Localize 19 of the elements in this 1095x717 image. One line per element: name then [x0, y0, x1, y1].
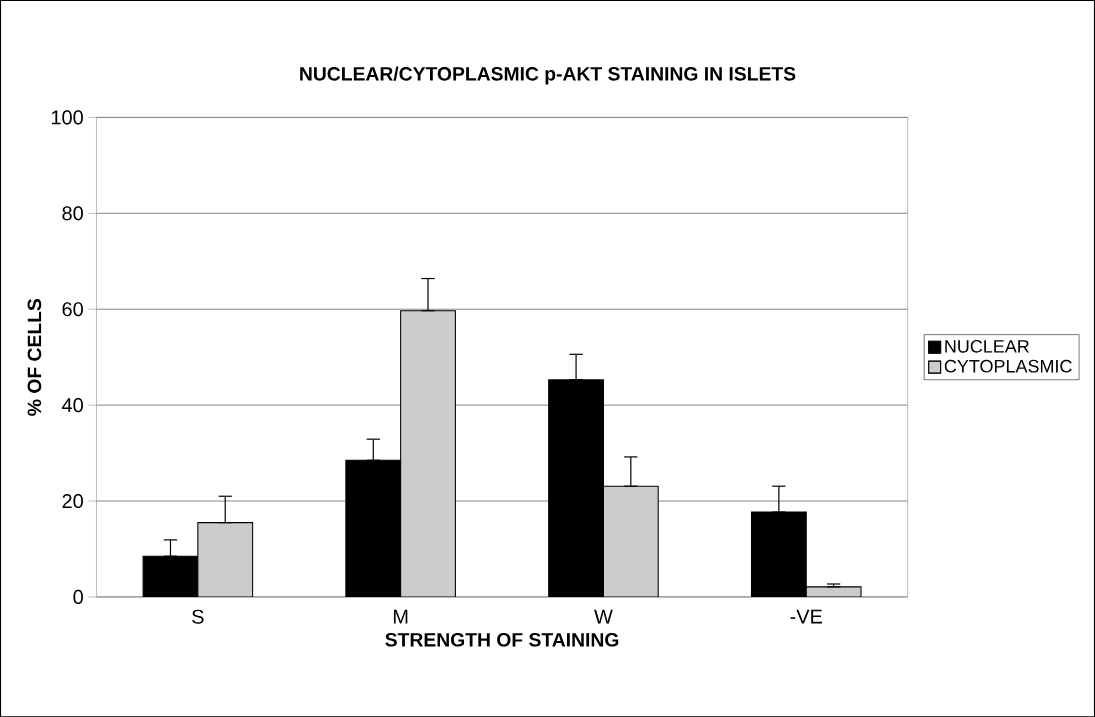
- x-tick-label: W: [594, 609, 613, 624]
- y-tick-label: 60: [62, 301, 83, 317]
- y-tick-label: 80: [62, 206, 83, 221]
- y-axis-title: % OF CELLS: [27, 298, 42, 416]
- x-axis-title: STRENGTH OF STAINING: [385, 632, 619, 647]
- y-tick-label: 0: [73, 589, 83, 604]
- legend-label: CYTOPLASMIC: [944, 359, 1072, 373]
- y-tick-label: 100: [51, 110, 83, 125]
- x-tick-label: -VE: [790, 609, 823, 624]
- legend-label: NUCLEAR: [945, 339, 1029, 353]
- x-tick-label: S: [192, 609, 204, 624]
- chart-title: NUCLEAR/CYTOPLASMIC p-AKT STAINING IN ISLETS: [300, 66, 796, 85]
- y-tick-label: 20: [62, 493, 83, 508]
- y-tick-label: 40: [61, 397, 83, 413]
- x-tick-label: M: [393, 609, 408, 624]
- bar: [197, 521, 254, 597]
- bar: [805, 586, 862, 597]
- bar: [602, 485, 659, 597]
- bar: [400, 309, 456, 597]
